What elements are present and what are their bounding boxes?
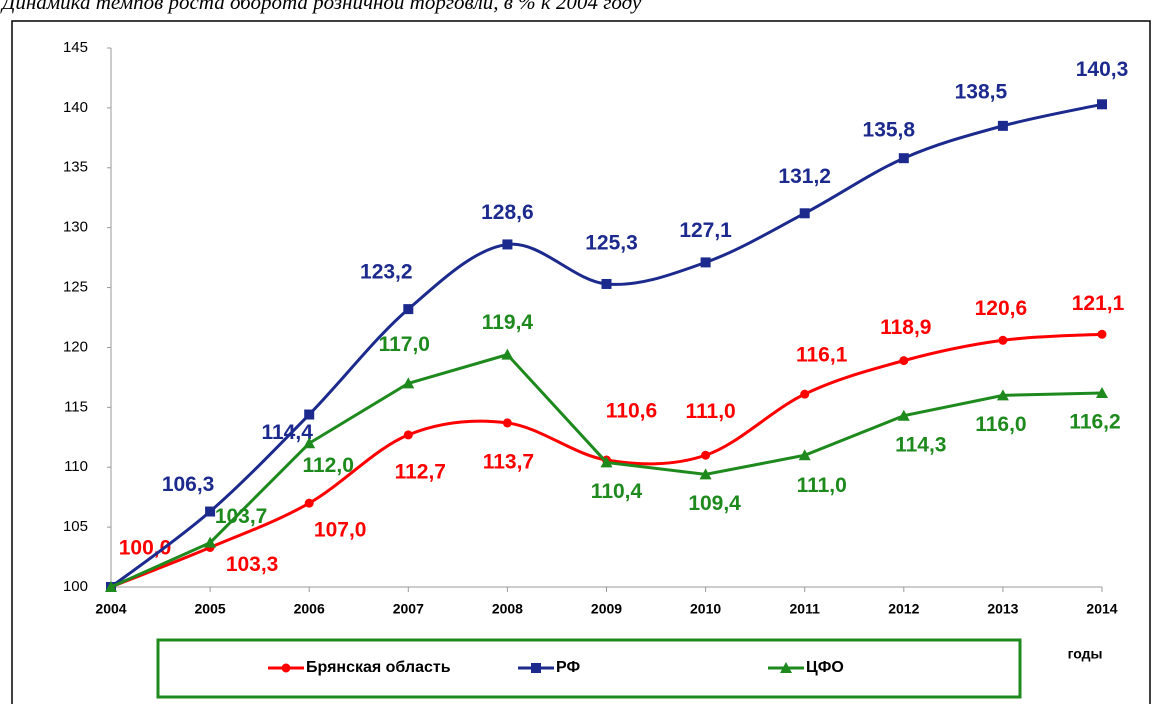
data-label: 140,3 [1076, 58, 1129, 81]
data-label: 103,7 [215, 505, 268, 528]
data-label: 131,2 [778, 165, 831, 188]
point [502, 239, 513, 250]
data-label: 119,4 [482, 311, 534, 334]
point [1097, 329, 1107, 339]
chart-title: Динамика темпов роста оборота розничной … [0, 0, 642, 14]
data-label: 128,6 [481, 201, 534, 224]
data-label: 106,3 [162, 473, 215, 496]
y-tick-label: 130 [63, 219, 88, 236]
data-label: 138,5 [955, 80, 1008, 103]
data-label: 116,2 [1069, 411, 1120, 434]
legend-marker [780, 662, 792, 673]
data-label: 120,6 [975, 297, 1028, 320]
legend-label: Брянская область [306, 659, 451, 676]
data-label: 110,4 [591, 480, 643, 503]
point [898, 153, 909, 164]
data-label: 113,7 [483, 450, 534, 473]
point [205, 506, 216, 517]
x-tick-label: 2011 [790, 601, 821, 617]
legend-marker [531, 663, 541, 673]
y-tick-label: 145 [63, 39, 88, 56]
y-tick-label: 120 [63, 338, 88, 355]
data-label: 121,1 [1072, 292, 1125, 315]
x-tick-label: 2009 [591, 601, 622, 617]
legend-label: РФ [556, 659, 580, 676]
legend-marker [281, 663, 291, 673]
point [601, 278, 612, 289]
point [701, 450, 711, 460]
point [1097, 99, 1107, 110]
series-line [110, 102, 1103, 589]
data-label: 116,1 [796, 344, 848, 367]
x-tick-label: 2014 [1086, 601, 1117, 617]
point [502, 418, 512, 428]
x-tick-label: 2008 [492, 601, 523, 617]
point [800, 389, 810, 399]
x-tick-label: 2007 [393, 601, 424, 617]
point [699, 468, 712, 480]
data-label: 111,0 [797, 474, 847, 497]
data-label: 127,1 [679, 219, 732, 242]
data-label: 118,9 [880, 316, 931, 339]
point [501, 348, 514, 360]
point [700, 257, 711, 268]
data-label: 123,2 [360, 261, 413, 284]
y-tick-label: 115 [64, 398, 88, 415]
y-tick-label: 140 [63, 99, 88, 116]
x-tick-label: 2005 [195, 601, 226, 617]
chart-frame [11, 20, 1151, 704]
data-label: 112,7 [395, 460, 446, 483]
point [105, 581, 117, 592]
point [996, 389, 1009, 401]
y-tick-label: 110 [64, 458, 88, 475]
point [997, 120, 1008, 131]
data-label: 114,3 [895, 433, 946, 456]
point [600, 456, 613, 468]
y-tick-label: 100 [63, 578, 88, 595]
point [403, 430, 413, 440]
data-label: 109,4 [688, 492, 741, 515]
y-tick-label: 135 [63, 159, 88, 176]
point [403, 304, 414, 315]
data-label: 107,0 [314, 519, 367, 542]
x-tick-label: 2010 [690, 601, 721, 617]
data-label: 103,3 [226, 553, 279, 576]
x-tick-label: 2006 [294, 601, 325, 617]
data-label: 135,8 [863, 119, 916, 142]
data-label: 112,0 [302, 454, 353, 477]
point [998, 335, 1008, 345]
x-tick-label: 2013 [987, 601, 1018, 617]
point [304, 409, 315, 420]
y-tick-label: 105 [63, 518, 88, 535]
legend-box [156, 638, 1022, 699]
point [402, 377, 415, 389]
data-label: 116,0 [975, 413, 1026, 436]
point [1096, 386, 1108, 398]
y-tick-label: 125 [63, 279, 88, 296]
point [798, 449, 811, 461]
x-axis-label: годы [1068, 646, 1103, 662]
x-tick-label: 2004 [95, 601, 126, 617]
point [303, 437, 316, 449]
point [799, 208, 810, 219]
data-label: 117,0 [379, 333, 430, 356]
x-tick-label: 2012 [888, 601, 919, 617]
data-label: 114,4 [261, 421, 313, 444]
data-label: 110,6 [606, 400, 657, 423]
data-label: 125,3 [585, 232, 638, 255]
point [304, 498, 314, 508]
point [897, 409, 910, 421]
data-label: 111,0 [685, 400, 735, 423]
point [204, 536, 217, 548]
legend-label: ЦФО [806, 659, 844, 676]
point [899, 356, 909, 366]
